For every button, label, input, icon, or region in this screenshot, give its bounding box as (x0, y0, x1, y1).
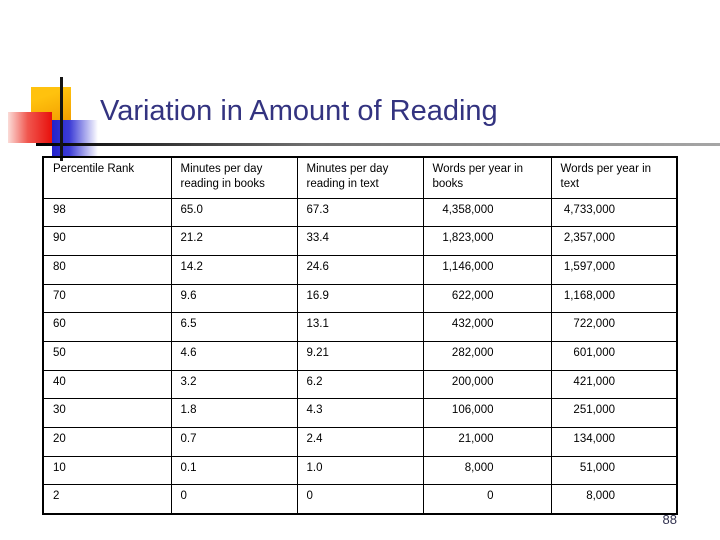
table-cell: 4.6 (170, 340, 298, 371)
table-cell: 60 (42, 312, 172, 342)
decor-horizontal-rule (36, 143, 720, 146)
table-row: 10 0.1 1.0 8,000 51,000 (42, 455, 678, 486)
table-body: 98 65.0 67.3 4,358,000 4,733,000 90 21.2 33.4 1,… (42, 197, 678, 515)
decor-blue-square-icon (52, 120, 98, 156)
table-cell: 40 (42, 369, 172, 400)
table-cell: 200,000 (422, 369, 552, 400)
table-cell: 1,168,000 (550, 283, 678, 314)
table-cell: 9.21 (296, 340, 424, 371)
table-cell: 14.2 (170, 254, 298, 285)
table-cell: 1,146,000 (422, 254, 552, 285)
table-cell: 13.1 (296, 312, 424, 342)
table-row: 70 9.6 16.9 622,000 1,168,000 (42, 283, 678, 314)
table-cell: 6.2 (296, 369, 424, 400)
table-cell: 622,000 (422, 283, 552, 314)
table-cell: 1,823,000 (422, 226, 552, 256)
table-cell: 4.3 (296, 398, 424, 428)
table-cell: 722,000 (550, 312, 678, 342)
table-row: 90 21.2 33.4 1,823,000 2,357,000 (42, 226, 678, 256)
table-cell: 24.6 (296, 254, 424, 285)
table-cell: 251,000 (550, 398, 678, 428)
reading-data-table: Percentile Rank Minutes per day reading … (42, 156, 678, 515)
table-cell: 3.2 (170, 369, 298, 400)
column-header-percentile-rank: Percentile Rank (42, 156, 172, 199)
table-cell: 2,357,000 (550, 226, 678, 256)
table-cell: 421,000 (550, 369, 678, 400)
table-cell: 1,597,000 (550, 254, 678, 285)
table-cell: 4,358,000 (422, 197, 552, 228)
table-cell: 0.1 (170, 455, 298, 486)
table-cell: 30 (42, 398, 172, 428)
column-header-minutes-books: Minutes per day reading in books (170, 156, 298, 199)
table-cell: 20 (42, 427, 172, 457)
table-cell: 21.2 (170, 226, 298, 256)
table-cell: 90 (42, 226, 172, 256)
slide-title: Variation in Amount of Reading (100, 95, 498, 127)
table-cell: 0 (296, 484, 424, 515)
table-cell: 601,000 (550, 340, 678, 371)
table-cell: 1.8 (170, 398, 298, 428)
table-header-row: Percentile Rank Minutes per day reading … (42, 156, 678, 199)
table-row: 40 3.2 6.2 200,000 421,000 (42, 369, 678, 400)
table-cell: 106,000 (422, 398, 552, 428)
table-cell: 16.9 (296, 283, 424, 314)
table-cell: 0.7 (170, 427, 298, 457)
table-row: 60 6.5 13.1 432,000 722,000 (42, 312, 678, 342)
decor-red-square-icon (8, 112, 52, 143)
table-cell: 134,000 (550, 427, 678, 457)
slide-page-number: 88 (662, 512, 677, 527)
table-cell: 0 (170, 484, 298, 515)
table-cell: 6.5 (170, 312, 298, 342)
column-header-words-text: Words per year in text (550, 156, 678, 199)
table-cell: 9.6 (170, 283, 298, 314)
table-cell: 50 (42, 340, 172, 371)
table-cell: 21,000 (422, 427, 552, 457)
table-cell: 1.0 (296, 455, 424, 486)
table-cell: 2.4 (296, 427, 424, 457)
table-row: 98 65.0 67.3 4,358,000 4,733,000 (42, 197, 678, 228)
table-cell: 8,000 (422, 455, 552, 486)
table-cell: 4,733,000 (550, 197, 678, 228)
table-cell: 8,000 (550, 484, 678, 515)
table-cell: 67.3 (296, 197, 424, 228)
table-row: 20 0.7 2.4 21,000 134,000 (42, 427, 678, 457)
table-cell: 70 (42, 283, 172, 314)
column-header-minutes-text: Minutes per day reading in text (296, 156, 424, 199)
table-cell: 80 (42, 254, 172, 285)
table-cell: 432,000 (422, 312, 552, 342)
table-cell: 98 (42, 197, 172, 228)
table-row: 2 0 0 0 8,000 (42, 484, 678, 515)
table-cell: 2 (42, 484, 172, 515)
column-header-words-books: Words per year in books (422, 156, 552, 199)
table-cell: 51,000 (550, 455, 678, 486)
table-row: 30 1.8 4.3 106,000 251,000 (42, 398, 678, 428)
table-cell: 282,000 (422, 340, 552, 371)
table-row: 80 14.2 24.6 1,146,000 1,597,000 (42, 254, 678, 285)
table-row: 50 4.6 9.21 282,000 601,000 (42, 340, 678, 371)
table-header: Percentile Rank Minutes per day reading … (42, 156, 678, 199)
table-cell: 65.0 (170, 197, 298, 228)
decor-vertical-line (60, 77, 63, 161)
table-cell: 0 (422, 484, 552, 515)
table-cell: 33.4 (296, 226, 424, 256)
table-cell: 10 (42, 455, 172, 486)
